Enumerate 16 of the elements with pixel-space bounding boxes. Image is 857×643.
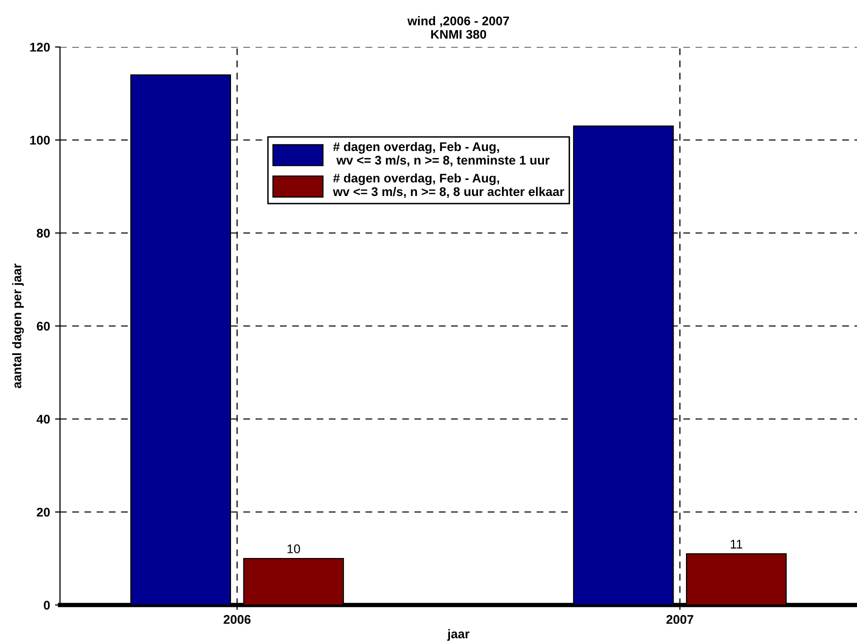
y-tick-label: 120 xyxy=(30,42,50,52)
y-tick-label: 0 xyxy=(44,600,50,610)
y-tick-label: 80 xyxy=(36,228,50,238)
chart-title: wind ,2006 - 2007 KNMI 380 xyxy=(407,16,510,39)
legend-label: # dagen overdag, Feb - Aug, wv <= 3 m/s, n >= 8, 8 uur achter elkaar xyxy=(332,173,564,198)
x-axis-title: jaar xyxy=(447,629,470,641)
x-tick-label: 2006 xyxy=(224,615,251,624)
y-tick-label: 60 xyxy=(36,322,50,331)
data-label: 10 xyxy=(288,544,300,554)
y-tick-label: 20 xyxy=(36,508,50,517)
legend-label: # dagen overdag, Feb - Aug, wv <= 3 m/s, n >= 8, tenminste 1 uur xyxy=(333,142,550,166)
y-tick-label: 40 xyxy=(36,414,50,424)
x-tick-label: 2007 xyxy=(666,615,694,624)
data-label: 11 xyxy=(730,540,742,548)
y-axis-title: aantal dagen per jaar xyxy=(12,264,24,388)
y-tick-label: 100 xyxy=(30,136,50,145)
